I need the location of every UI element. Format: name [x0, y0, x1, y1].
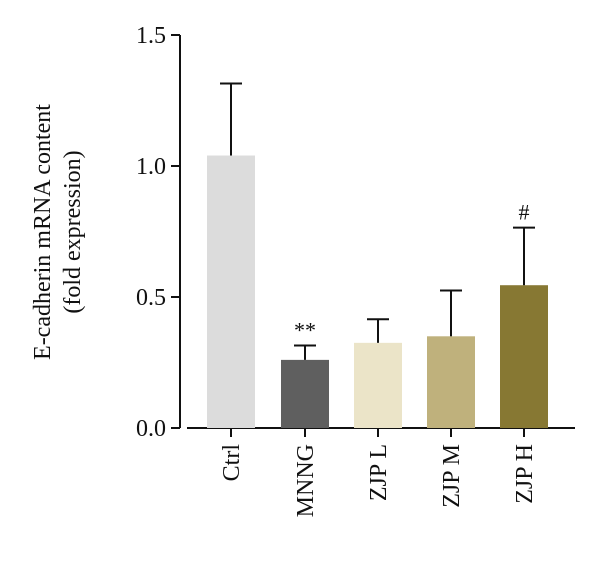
- x-axis-ticks: Ctrl MNNG ZJP L ZJP M ZJP H: [219, 428, 538, 517]
- y-axis-ticks: 0.0 0.5 1.0 1.5: [136, 23, 180, 442]
- x-tick-label: ZJP H: [512, 444, 538, 504]
- bars: ** #: [207, 82, 548, 428]
- bar-group: [427, 289, 475, 428]
- y-tick-label: 0.0: [136, 416, 166, 442]
- bar-group: [207, 82, 255, 428]
- bar-group: **: [281, 317, 329, 428]
- significance-marker: **: [294, 317, 316, 342]
- bar: [500, 285, 548, 428]
- x-tick-label: Ctrl: [219, 444, 245, 482]
- x-tick-label: ZJP M: [439, 444, 465, 508]
- y-tick-label: 1.5: [136, 23, 166, 49]
- significance-marker: #: [519, 200, 530, 225]
- bar-group: [354, 318, 402, 428]
- bar: [281, 359, 329, 428]
- bar-group: #: [500, 200, 548, 428]
- bar: [207, 155, 255, 428]
- y-axis-title-line-2: (fold expression): [60, 150, 86, 313]
- y-axis-title-line-1: E-cadherin mRNA content: [30, 104, 56, 360]
- y-tick-label: 1.0: [136, 154, 166, 180]
- x-tick-label: MNNG: [293, 444, 319, 517]
- y-axis-title: E-cadherin mRNA content (fold expression…: [30, 104, 86, 360]
- bar: [354, 342, 402, 428]
- bar: [427, 336, 475, 428]
- y-tick-label: 0.5: [136, 285, 166, 311]
- x-tick-label: ZJP L: [366, 444, 392, 501]
